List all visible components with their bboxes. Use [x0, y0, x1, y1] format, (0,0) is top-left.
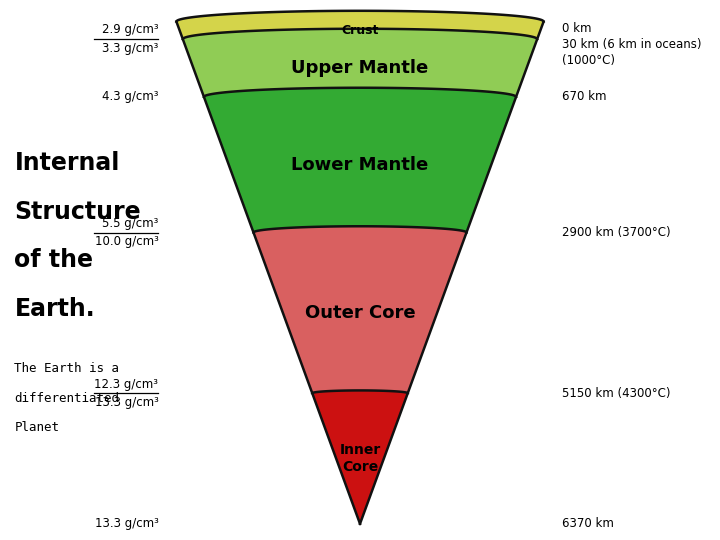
- Text: 0 km
30 km (6 km in oceans)
(1000°C): 0 km 30 km (6 km in oceans) (1000°C): [562, 22, 701, 66]
- Text: Planet: Planet: [14, 421, 59, 434]
- Text: of the: of the: [14, 248, 94, 272]
- Text: Inner
Core: Inner Core: [339, 443, 381, 474]
- Polygon shape: [312, 390, 408, 524]
- Polygon shape: [176, 11, 544, 39]
- Polygon shape: [183, 29, 537, 97]
- Text: 2900 km (3700°C): 2900 km (3700°C): [562, 226, 670, 239]
- Text: 4.3 g/cm³: 4.3 g/cm³: [102, 90, 158, 104]
- Text: 12.3 g/cm³: 12.3 g/cm³: [94, 377, 158, 390]
- Text: 3.3 g/cm³: 3.3 g/cm³: [102, 42, 158, 55]
- Text: 5.5 g/cm³: 5.5 g/cm³: [102, 217, 158, 230]
- Text: 13.3 g/cm³: 13.3 g/cm³: [94, 517, 158, 530]
- Text: 10.0 g/cm³: 10.0 g/cm³: [94, 235, 158, 248]
- Text: Outer Core: Outer Core: [305, 304, 415, 322]
- Polygon shape: [253, 226, 467, 393]
- Text: Lower Mantle: Lower Mantle: [292, 156, 428, 174]
- Polygon shape: [204, 88, 516, 233]
- Text: Earth.: Earth.: [14, 297, 95, 321]
- Text: 13.3 g/cm³: 13.3 g/cm³: [94, 396, 158, 409]
- Text: 670 km: 670 km: [562, 90, 606, 104]
- Text: The Earth is a: The Earth is a: [14, 362, 120, 375]
- Text: 2.9 g/cm³: 2.9 g/cm³: [102, 23, 158, 37]
- Text: 6370 km: 6370 km: [562, 517, 613, 530]
- Text: Internal: Internal: [14, 151, 120, 175]
- Text: Upper Mantle: Upper Mantle: [292, 59, 428, 77]
- Text: Crust: Crust: [341, 24, 379, 37]
- Text: Structure: Structure: [14, 200, 141, 224]
- Text: 5150 km (4300°C): 5150 km (4300°C): [562, 387, 670, 400]
- Text: differentiated: differentiated: [14, 392, 120, 404]
